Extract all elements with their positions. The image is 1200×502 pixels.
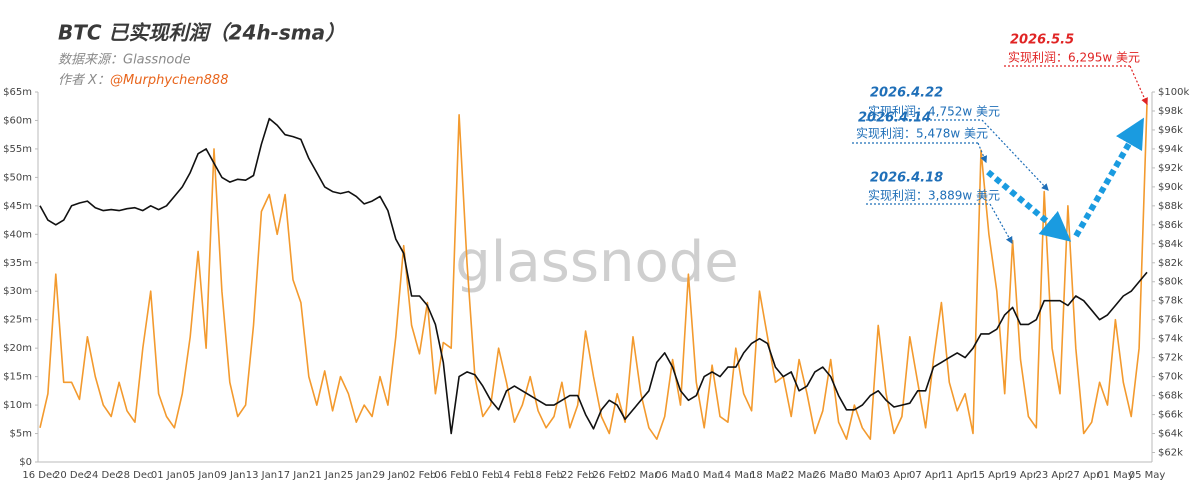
x-tick-label: 21 Jan [309,470,340,481]
x-tick-label: 02 Mar [624,470,660,481]
x-tick-label: 25 Jan [341,470,372,481]
series-line [39,117,1148,435]
y2-tick-label: $96k [1158,125,1183,136]
annotation-leader [981,119,1049,191]
x-tick-label: 01 May [1097,470,1134,481]
annotation-date: 2026.5.5 [1010,33,1074,48]
x-tick-label: 17 Jan [277,470,308,481]
x-tick-label: 10 Feb [466,470,500,481]
x-tick-label: 16 Dec [22,470,57,481]
x-tick-label: 14 Feb [498,470,532,481]
y2-tick-label: $70k [1158,372,1183,383]
x-tick-label: 27 Apr [1067,470,1101,481]
annotation-text: 实现利润：5,478w 美元 [856,126,988,141]
y2-tick-label: $72k [1158,353,1183,364]
y-tick-label: $20m [3,343,32,354]
x-tick-label: 29 Jan [372,470,403,481]
y-tick-label: $45m [3,201,32,212]
x-tick-label: 06 Mar [655,470,691,481]
y2-tick-label: $66k [1158,410,1183,421]
author-handle: @Murphychen888 [110,73,228,88]
y-tick-label: $15m [3,372,32,383]
x-tick-label: 15 Apr [972,470,1006,481]
y2-tick-label: $62k [1158,448,1183,459]
x-tick-label: 22 Mar [782,470,818,481]
y-tick-label: $65m [3,87,32,98]
trend-arrow [1073,117,1144,238]
x-tick-label: 28 Dec [117,470,152,481]
annotation-date: 2026.4.14 [858,111,931,126]
x-tick-label: 01 Jan [151,470,182,481]
annotation-text: 实现利润：4,752w 美元 [868,104,1000,119]
y2-tick-label: $92k [1158,163,1183,174]
annotation-date: 2026.4.22 [870,86,943,101]
annotation-leader [989,203,1013,245]
chart-title: BTC 已实现利润（24h-sma） [58,21,345,45]
x-tick-label: 24 Dec [86,470,121,481]
annotation-leader [977,142,987,164]
watermark: glassnode [455,230,739,295]
x-tick-label: 11 Apr [941,470,975,481]
y2-tick-label: $88k [1158,201,1183,212]
x-tick-label: 06 Feb [434,470,468,481]
x-tick-label: 03 Apr [877,470,911,481]
x-tick-label: 05 May [1129,470,1166,481]
x-tick-label: 02 Feb [403,470,437,481]
annotation-text: 实现利润：3,889w 美元 [868,188,1000,203]
y-tick-label: $25m [3,315,32,326]
x-tick-label: 26 Feb [593,470,627,481]
y-tick-label: $5m [10,429,32,440]
y-tick-label: $30m [3,286,32,297]
y2-tick-label: $86k [1158,220,1183,231]
y-tick-label: $10m [3,400,32,411]
y2-tick-label: $98k [1158,106,1183,117]
x-tick-label: 23 Apr [1036,470,1070,481]
plot-area [39,103,1148,440]
author-label-text: 作者 X： [58,73,110,88]
y2-tick-label: $94k [1158,144,1183,155]
annotation-leader [1129,65,1148,106]
trend-arrow [986,169,1072,242]
x-tick-label: 18 Feb [529,470,563,481]
y2-tick-label: $68k [1158,391,1183,402]
x-tick-label: 13 Jan [246,470,277,481]
y-tick-label: $40m [3,229,32,240]
y2-tick-label: $78k [1158,296,1183,307]
x-tick-label: 10 Mar [687,470,723,481]
annotation-text: 实现利润：6,295w 美元 [1008,50,1140,65]
chart-subtitle: 数据来源：Glassnode [58,53,191,68]
x-tick-label: 18 Mar [750,470,786,481]
y2-tick-label: $82k [1158,258,1183,269]
y-tick-label: $55m [3,144,32,155]
y2-tick-label: $76k [1158,315,1183,326]
annotations: 2026.4.22 实现利润：4,752w 美元2026.4.14实现利润：5,4… [852,33,1148,245]
x-tick-label: 09 Jan [214,470,245,481]
x-tick-label: 30 Mar [845,470,881,481]
x-tick-label: 20 Dec [54,470,89,481]
x-tick-label: 05 Jan [182,470,213,481]
x-tick-label: 14 Mar [718,470,754,481]
y-tick-label: $0 [19,457,32,468]
y2-tick-label: $84k [1158,239,1183,250]
x-tick-label: 26 Mar [813,470,849,481]
y2-tick-label: $80k [1158,277,1183,288]
x-tick-label: 07 Apr [909,470,943,481]
y-tick-label: $50m [3,172,32,183]
y2-tick-label: $74k [1158,334,1183,345]
annotation-date: 2026.4.18 [870,171,943,186]
series-line [39,103,1148,440]
y2-tick-label: $90k [1158,182,1183,193]
author-label: 作者 X：@Murphychen888 [58,73,228,88]
y2-tick-label: $100k [1158,87,1189,98]
y-tick-label: $35m [3,258,32,269]
x-tick-label: 22 Feb [561,470,595,481]
x-tick-label: 19 Apr [1004,470,1038,481]
y-tick-label: $60m [3,115,32,126]
y2-tick-label: $64k [1158,429,1183,440]
